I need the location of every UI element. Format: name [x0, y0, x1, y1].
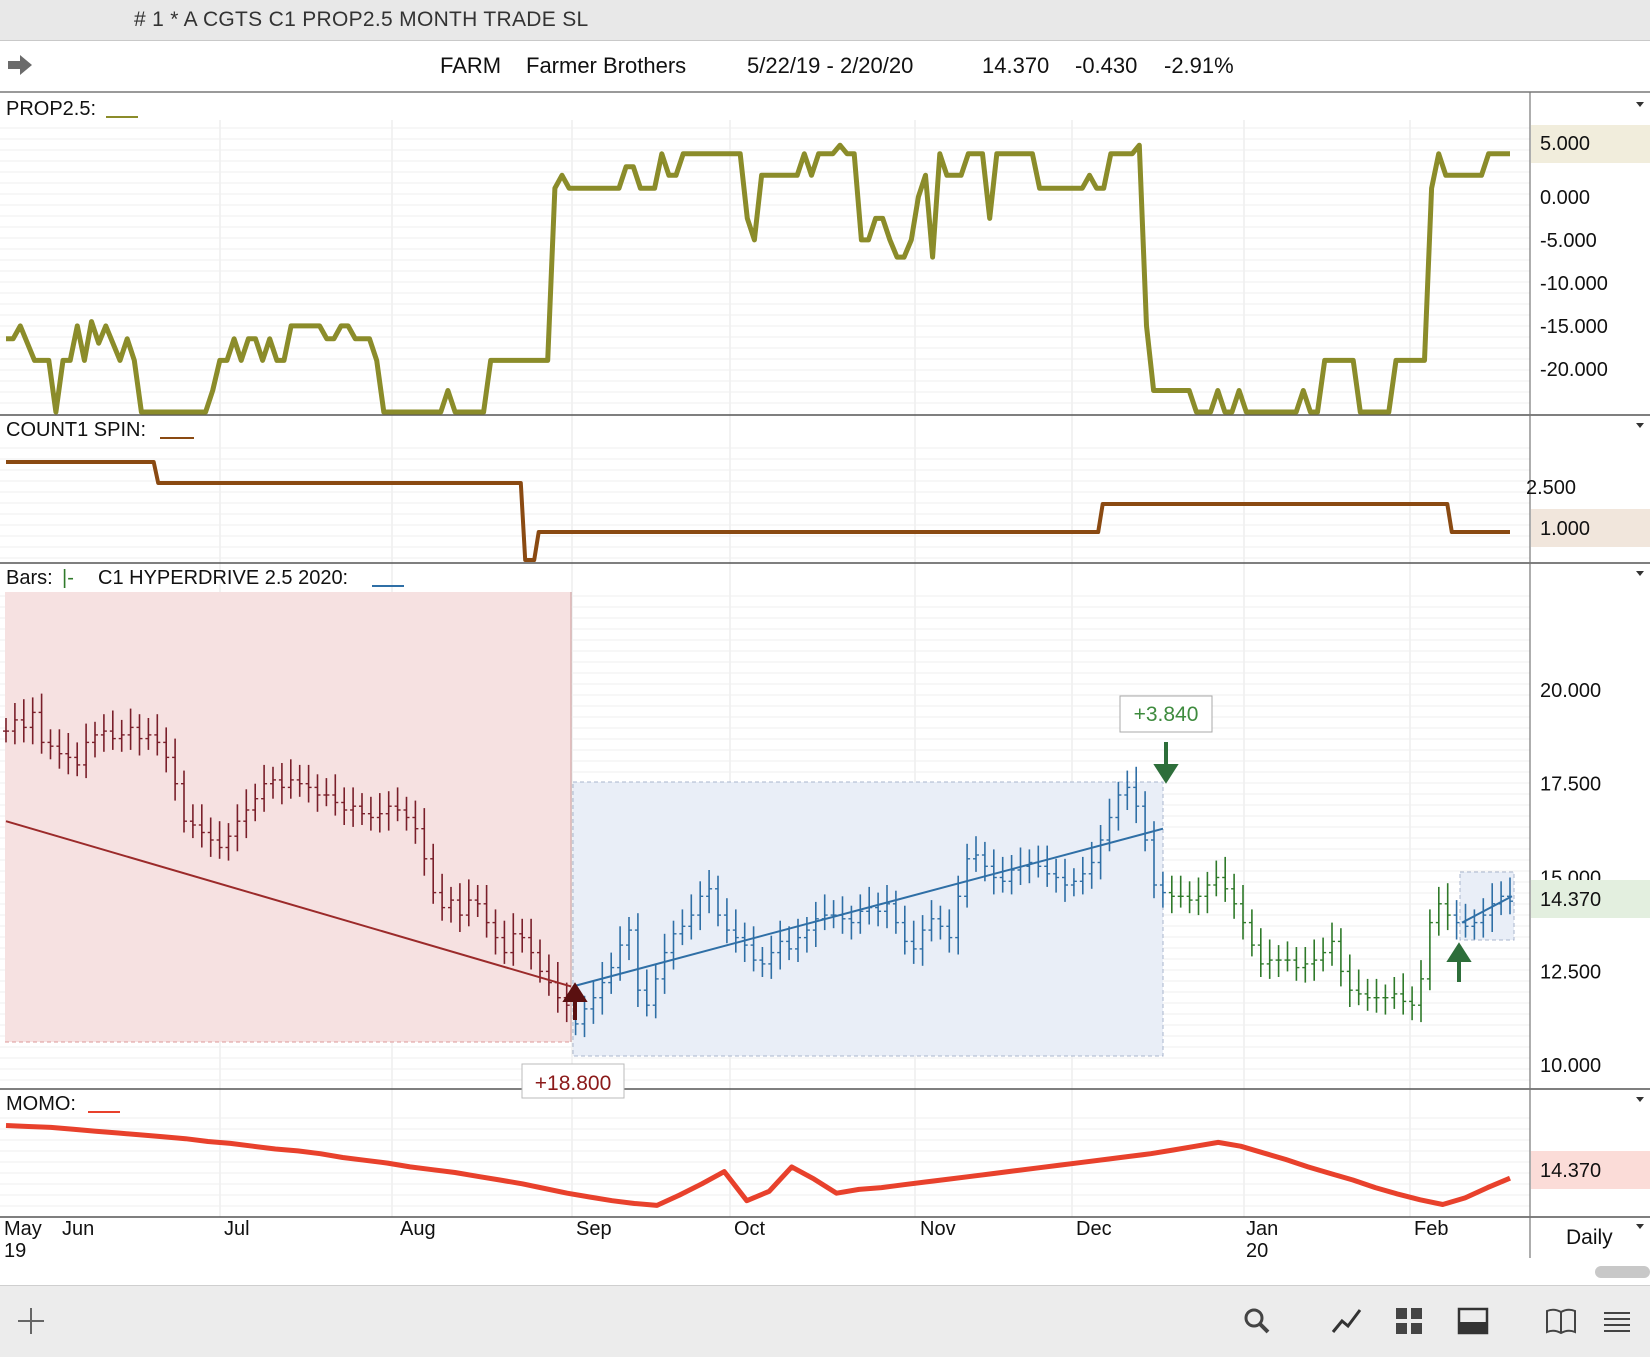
long-profit-label: +3.840 — [1134, 703, 1199, 726]
menu-icon[interactable] — [1600, 1304, 1634, 1338]
month-label: Jun — [62, 1218, 94, 1240]
momo-series — [5, 1123, 1511, 1208]
count-last-value: 1.000 — [1540, 518, 1590, 540]
symbol: FARM — [440, 53, 502, 78]
long-profit-box — [1119, 695, 1213, 733]
book-icon[interactable] — [1544, 1304, 1578, 1338]
prop-tick: -5.000 — [1540, 230, 1597, 252]
chart-area[interactable]: PROP2.5: COUNT1 SPIN: Bars: |- C1 HYPERD… — [0, 92, 1650, 1262]
horizontal-scrollbar[interactable] — [1595, 1266, 1650, 1278]
price-change: -0.430 — [1075, 53, 1138, 78]
window-title: # 1 * A CGTS C1 PROP2.5 MONTH TRADE SL — [134, 8, 589, 31]
count-series — [6, 460, 1510, 562]
company-name: Farmer Brothers — [526, 53, 687, 78]
grid-layout-icon[interactable] — [1392, 1304, 1426, 1338]
prop-series — [6, 142, 1510, 415]
price-last-badge — [1531, 880, 1650, 918]
symbol-info-bar: FARM Farmer Brothers 5/22/19 - 2/20/20 1… — [0, 41, 1650, 93]
long-trend-line — [572, 827, 1164, 988]
short-profit-box — [521, 1063, 625, 1099]
short-exit-arrow-icon — [562, 982, 588, 1020]
month-label: Feb — [1414, 1218, 1448, 1240]
prop-last-badge — [1531, 125, 1650, 163]
momo-menu-icon[interactable] — [1636, 1097, 1644, 1102]
short-trend-line — [5, 820, 572, 988]
momo-last-badge — [1531, 1151, 1650, 1189]
date-range: 5/22/19 - 2/20/20 — [747, 53, 914, 78]
month-label: Jan — [1246, 1218, 1278, 1240]
prop-menu-icon[interactable] — [1636, 102, 1644, 107]
count-panel-label: COUNT1 SPIN: — [6, 419, 146, 441]
momo-panel-label: MOMO: — [6, 1093, 76, 1115]
month-label: Aug — [400, 1218, 436, 1240]
search-icon[interactable] — [1240, 1304, 1274, 1338]
short-profit-label: +18.800 — [535, 1072, 612, 1095]
price-tick: 17.500 — [1540, 774, 1601, 796]
bars-legend-glyph: |- — [62, 567, 74, 589]
prop-tick: 0.000 — [1540, 187, 1590, 209]
count-tick: 2.500 — [1526, 477, 1576, 499]
month-label: Oct — [734, 1218, 766, 1240]
add-icon[interactable] — [14, 1304, 48, 1338]
count-last-badge — [1531, 509, 1650, 547]
bars-menu-icon[interactable] — [1636, 571, 1644, 576]
price-last-value: 14.370 — [1540, 889, 1601, 911]
hyperdrive-label: C1 HYPERDRIVE 2.5 2020: — [98, 567, 348, 589]
month-label: May — [4, 1218, 42, 1240]
buy-signal-arrow-icon — [1446, 942, 1472, 982]
short-trade-zone — [5, 592, 571, 1042]
year-label: 20 — [1246, 1240, 1268, 1262]
prop-axis: 5.0000.000-5.000-10.000-15.000-20.000 — [1540, 144, 1608, 381]
month-label: Jul — [224, 1218, 250, 1240]
month-label: Dec — [1076, 1218, 1112, 1240]
panel-layout-icon[interactable] — [1456, 1304, 1490, 1338]
percent-change: -2.91% — [1164, 53, 1234, 78]
momo-last-value: 14.370 — [1540, 1160, 1601, 1182]
long-exit-arrow-icon — [1153, 742, 1179, 784]
momo-line — [5, 1123, 1511, 1208]
prop-panel-label: PROP2.5: — [6, 98, 96, 120]
recent-trend-line — [1461, 895, 1513, 924]
count-menu-icon[interactable] — [1636, 423, 1644, 428]
prop-line — [6, 142, 1510, 415]
prop-tick: -15.000 — [1540, 316, 1608, 338]
month-label: Nov — [920, 1218, 956, 1240]
price-tick: 12.500 — [1540, 961, 1601, 983]
trend-lines — [5, 820, 1513, 988]
period-menu-icon[interactable] — [1636, 1224, 1644, 1229]
prop-last-value: 5.000 — [1540, 133, 1590, 155]
line-chart-icon[interactable] — [1330, 1304, 1364, 1338]
last-price: 14.370 — [982, 53, 1050, 78]
price-tick: 10.000 — [1540, 1055, 1601, 1077]
year-label: 19 — [4, 1240, 26, 1262]
window-titlebar: # 1 * A CGTS C1 PROP2.5 MONTH TRADE SL — [0, 0, 1650, 41]
bars-panel-label: Bars: — [6, 567, 53, 589]
price-tick: 20.000 — [1540, 680, 1601, 702]
right-arrow-icon[interactable] — [6, 53, 34, 77]
month-label: Sep — [576, 1218, 612, 1240]
long-trade-zone — [572, 781, 1164, 1057]
prop-tick: -10.000 — [1540, 273, 1608, 295]
count-line — [6, 460, 1510, 562]
prop-tick: -20.000 — [1540, 359, 1608, 381]
time-axis: May Jun Jul Aug Sep Oct Nov Dec Jan Feb … — [4, 1218, 1448, 1262]
current-trade-zone — [1459, 871, 1515, 941]
period-selector[interactable]: Daily — [1566, 1226, 1613, 1249]
bottom-toolbar — [0, 1285, 1650, 1357]
